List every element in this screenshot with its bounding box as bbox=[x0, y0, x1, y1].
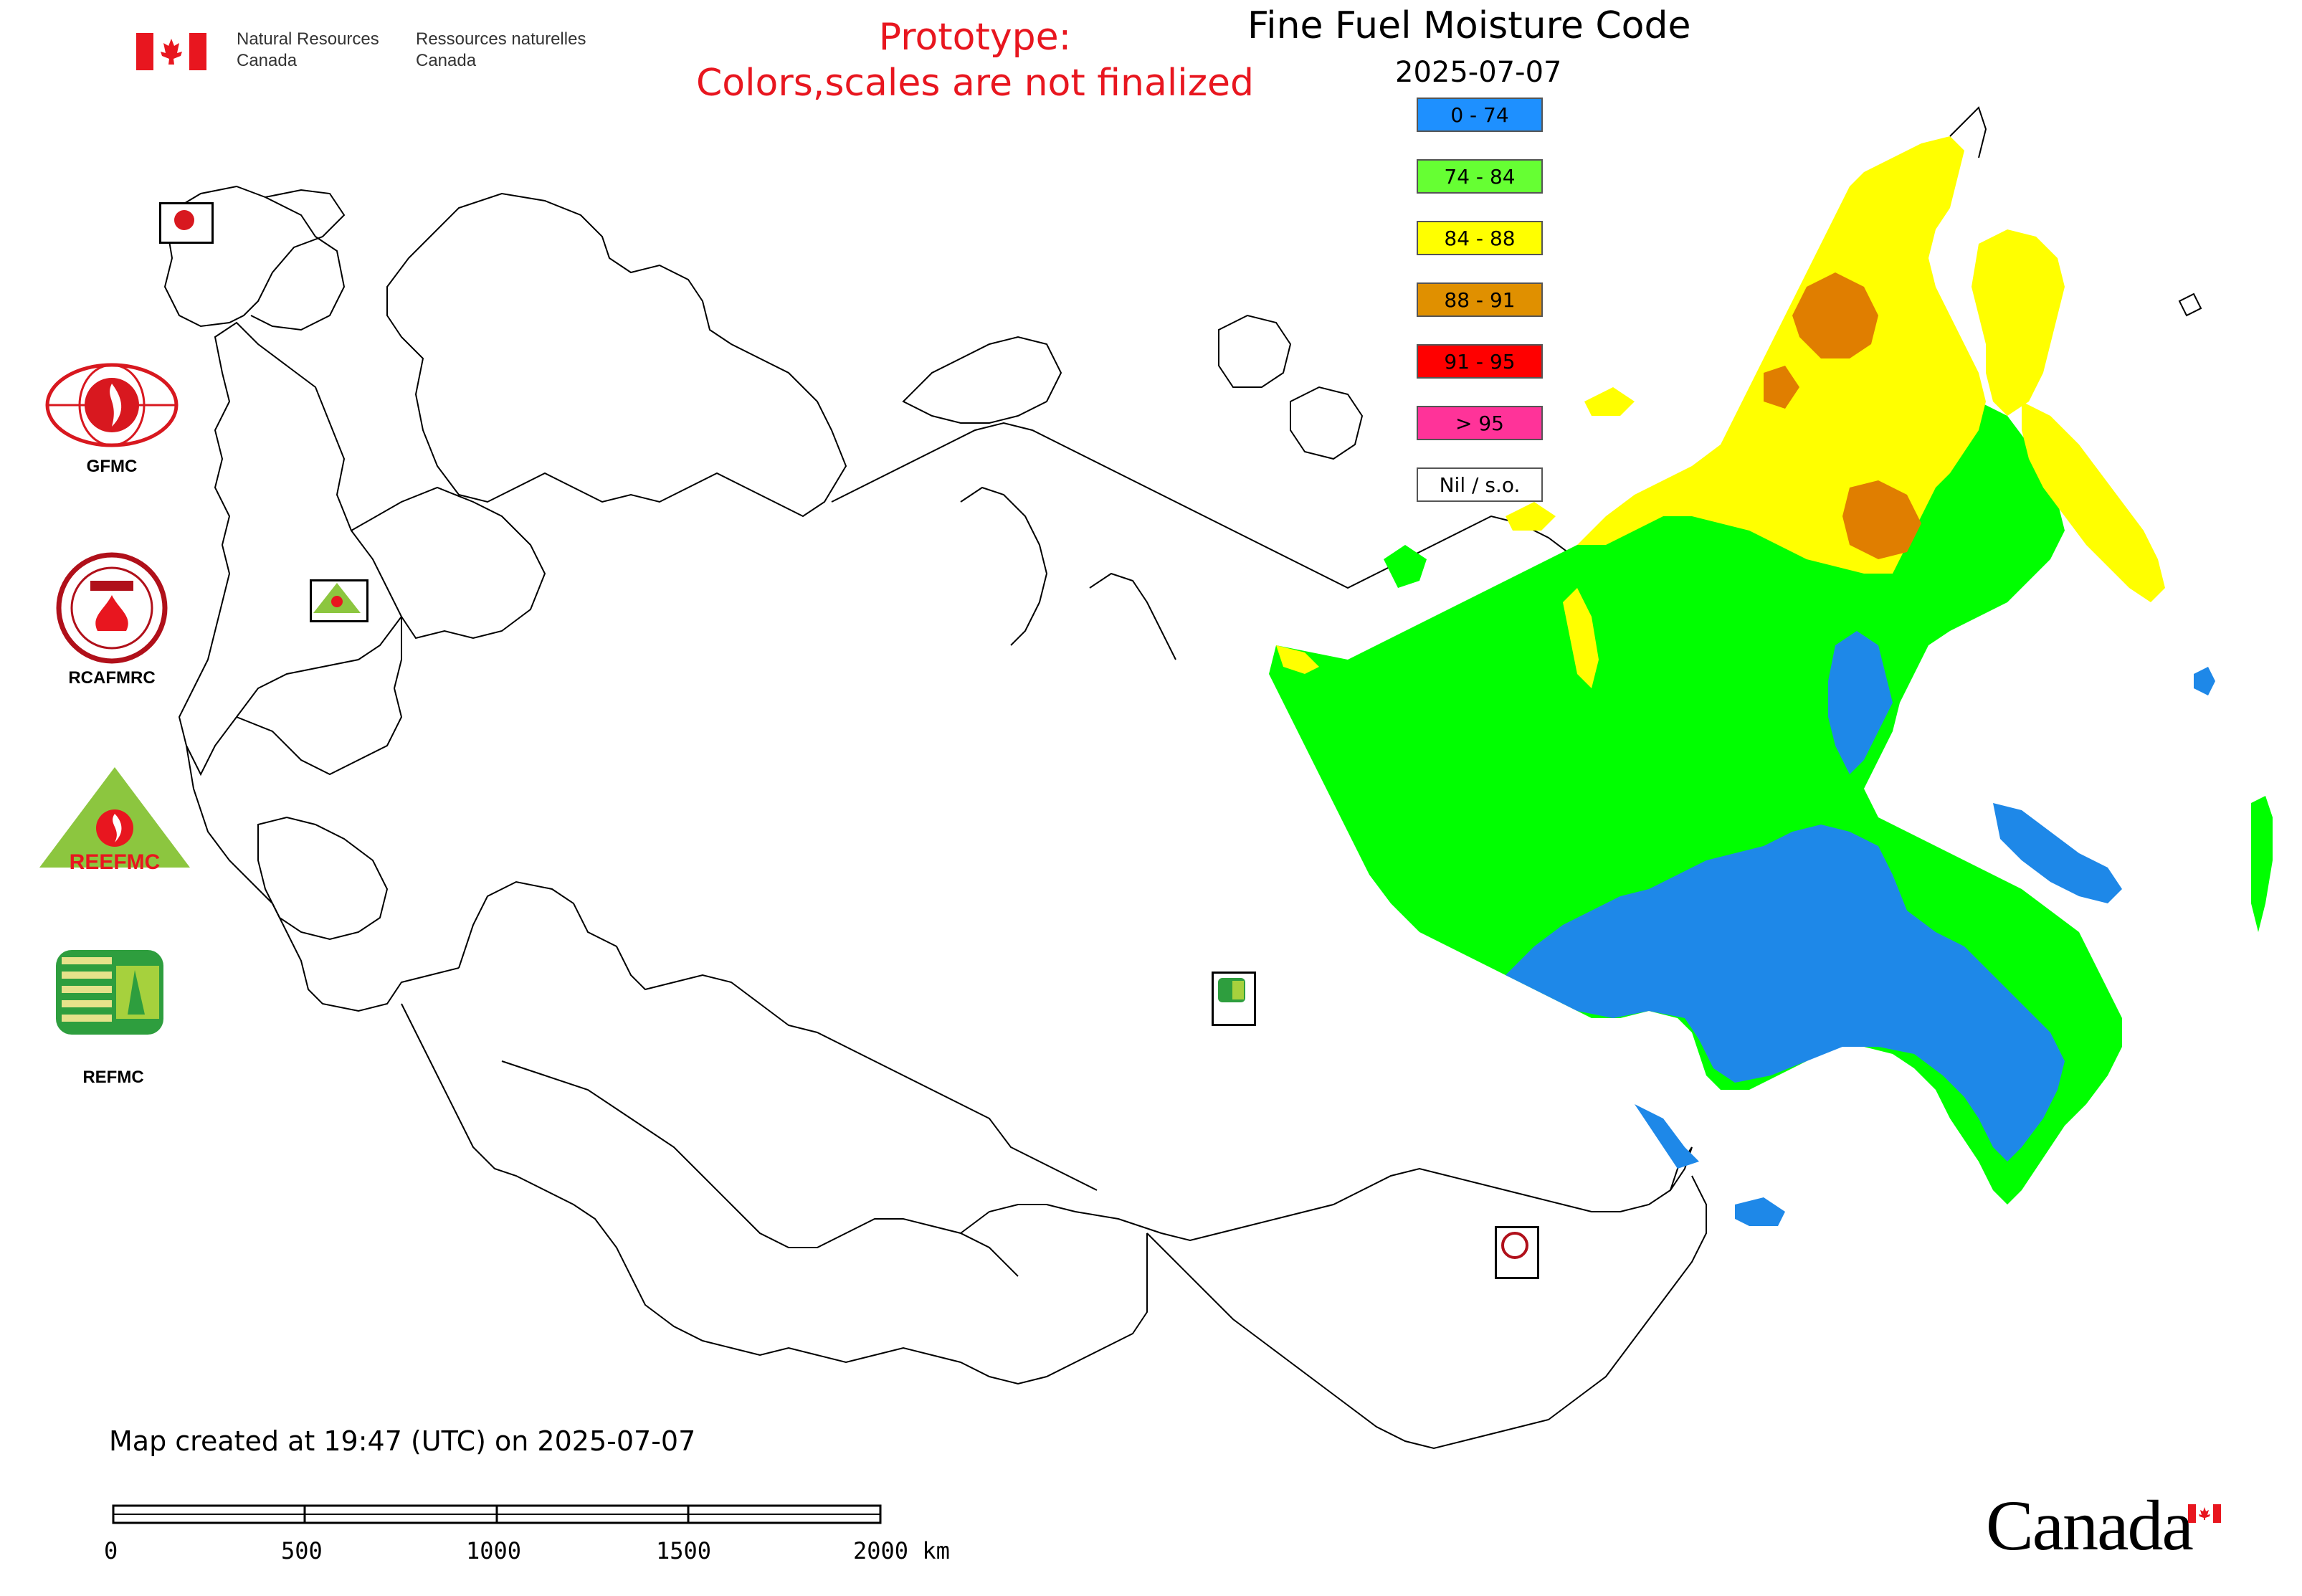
legend-item-4: 91 - 95 bbox=[1417, 344, 1543, 379]
refmc-emblem-icon bbox=[56, 950, 163, 1035]
legend-item-0: 0 - 74 bbox=[1417, 98, 1543, 132]
rcafmrc-label: RCAFMRC bbox=[68, 668, 156, 688]
rcafmrc-emblem-icon bbox=[56, 552, 168, 664]
gfmc-map-marker bbox=[159, 202, 214, 244]
country-borders bbox=[163, 185, 1707, 1450]
scale-tick-500: 500 bbox=[281, 1537, 323, 1564]
department-fr-line1: Ressources naturelles bbox=[416, 29, 586, 49]
legend-label: 91 - 95 bbox=[1444, 349, 1516, 374]
legend-label: 88 - 91 bbox=[1444, 288, 1516, 312]
reefmc-logo: REEFMC bbox=[36, 767, 194, 875]
gfmc-emblem-icon bbox=[45, 363, 179, 447]
canada-wordmark-text: Canada bbox=[1986, 1486, 2194, 1565]
legend-item-3: 88 - 91 bbox=[1417, 282, 1543, 317]
map-date: 2025-07-07 bbox=[1395, 56, 1562, 89]
refmc-label: REFMC bbox=[82, 1068, 144, 1087]
prototype-line1: Prototype: bbox=[878, 16, 1072, 59]
map-created-note: Map created at 19:47 (UTC) on 2025-07-07 bbox=[109, 1425, 696, 1457]
gfmc-label: GFMC bbox=[86, 457, 138, 476]
refmc-logo: REFMC bbox=[56, 950, 199, 1093]
gfmc-logo: GFMC bbox=[40, 362, 184, 477]
canada-flag-icon bbox=[136, 33, 206, 70]
scale-tick-2000: 2000 km bbox=[853, 1537, 950, 1564]
legend-item-6: Nil / s.o. bbox=[1417, 467, 1543, 502]
legend-label: 0 - 74 bbox=[1450, 103, 1509, 127]
wordmark-flag-icon bbox=[2188, 1504, 2221, 1523]
legend-item-5: > 95 bbox=[1417, 406, 1543, 440]
legend: 0 - 74 74 - 84 84 - 88 88 - 91 91 - 95 >… bbox=[1417, 98, 1543, 513]
reefmc-emblem-icon: REEFMC bbox=[39, 767, 190, 874]
ffmc-region bbox=[1269, 136, 2273, 1226]
scale-tick-1000: 1000 bbox=[466, 1537, 522, 1564]
legend-label: > 95 bbox=[1455, 411, 1504, 435]
svg-text:REEFMC: REEFMC bbox=[70, 850, 161, 874]
map-title: Fine Fuel Moisture Code bbox=[1247, 4, 1691, 47]
prototype-note: Prototype: Colors,scales are not finaliz… bbox=[660, 14, 1290, 106]
reefmc-map-marker bbox=[310, 579, 368, 622]
legend-label: 74 - 84 bbox=[1444, 164, 1516, 189]
scale-tick-0: 0 bbox=[104, 1537, 118, 1564]
legend-item-1: 74 - 84 bbox=[1417, 159, 1543, 194]
refmc-map-marker bbox=[1212, 972, 1256, 1026]
canada-wordmark: Canada bbox=[1986, 1484, 2194, 1567]
legend-label: Nil / s.o. bbox=[1439, 472, 1521, 497]
department-en-line2: Canada bbox=[237, 51, 298, 70]
scale-bar bbox=[112, 1504, 882, 1524]
prototype-line2: Colors,scales are not finalized bbox=[695, 62, 1255, 105]
legend-item-2: 84 - 88 bbox=[1417, 221, 1543, 255]
nrcan-signature: Natural Resources Canada Ressources natu… bbox=[136, 29, 624, 79]
scale-tick-1500: 1500 bbox=[656, 1537, 712, 1564]
rcafmrc-map-marker bbox=[1495, 1226, 1539, 1279]
rcafmrc-logo: RCAFMRC bbox=[40, 552, 184, 688]
legend-label: 84 - 88 bbox=[1444, 226, 1516, 250]
department-en-line1: Natural Resources bbox=[237, 29, 379, 49]
department-fr-line2: Canada bbox=[416, 51, 477, 70]
